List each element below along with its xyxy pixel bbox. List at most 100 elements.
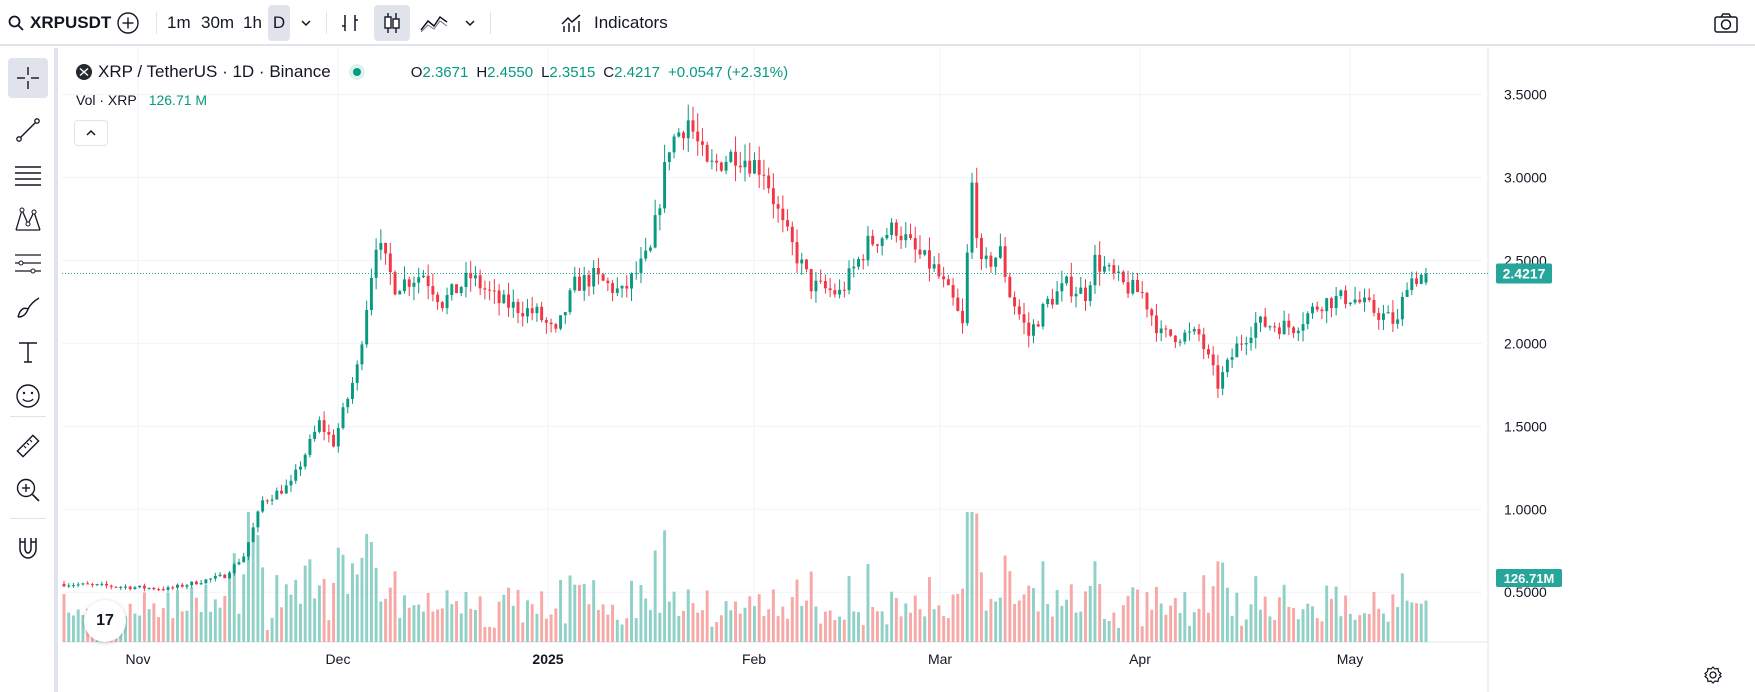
volume-bar [1164,614,1168,642]
brush-tool-button[interactable] [8,288,48,328]
volume-bar [847,575,851,642]
magnet-tool-button[interactable] [8,528,48,568]
candle-chart-type-button[interactable] [374,5,410,41]
time-tick-label: 2025 [532,651,563,667]
zoom-in-icon [16,478,40,502]
volume-bar [1254,576,1258,642]
chart-pane[interactable]: 3.5000 3.0000 2.5000 2.0000 1.5000 1.0000 0.50… [62,48,1755,692]
volume-bar [601,604,605,642]
candle-body [1240,343,1244,345]
volume-bar [923,616,927,642]
volume-bar [327,620,331,642]
brush-icon [17,297,40,318]
pattern-tool-button[interactable] [8,200,48,240]
candle-body [516,301,520,314]
indicators-label: Indicators [594,13,668,32]
chart-type-dropdown-button[interactable] [456,5,484,41]
close-label: C [603,63,615,81]
emoji-tool-button[interactable] [8,376,48,416]
volume-bar [1032,588,1035,642]
volume-bar [795,579,799,642]
zoom-tool-button[interactable] [8,470,48,510]
candle-body [412,282,416,287]
price-chart[interactable]: 3.50003.00002.50002.00001.50001.00000.50… [62,48,1755,692]
volume-bar [1273,620,1277,642]
candle-body [729,151,733,162]
candle-body [1093,254,1097,286]
volume-bar [1344,595,1348,642]
fib-tool-button[interactable] [8,156,48,196]
volume-bar [838,616,842,642]
compare-symbol-button[interactable] [110,5,146,41]
volume-bar [677,615,681,642]
text-tool-button[interactable] [8,332,48,372]
candle-body [388,253,392,273]
candle-body [1306,313,1310,325]
volume-bar [724,601,728,642]
volume-bar [1225,587,1229,642]
volume-bar [927,577,931,642]
candle-body [332,434,336,447]
candle-body [956,297,960,311]
candle-body [1329,298,1333,309]
candle-body [904,234,908,241]
interval-d[interactable]: D [268,5,290,41]
interval-30m[interactable]: 30m [201,13,235,32]
volume-bar [209,611,213,642]
volume-bar [918,609,922,642]
candle-body [1117,271,1121,274]
candle-body [459,287,463,294]
candle-body [667,152,671,162]
volume-bar [530,604,534,642]
volume-bar [1325,585,1329,642]
interval-dropdown-button[interactable] [292,5,320,41]
volume-bar [1282,584,1286,642]
collapse-legend-button[interactable] [74,120,108,146]
crosshair-tool-button[interactable] [8,58,48,98]
bar-chart-type-button[interactable] [332,5,368,41]
screenshot-button[interactable] [1708,5,1744,41]
high-value: 2.4550 [487,63,534,81]
indicators-button[interactable]: Indicators [560,5,668,41]
volume-bar [388,587,392,642]
candle-body [473,275,477,279]
horizontal-lines-icon [15,166,41,186]
last-volume-label: 126.71M [1504,571,1555,586]
volume-bar [369,542,373,642]
volume-bar [341,554,345,642]
volume-bar [1211,586,1215,642]
candle-body [450,284,454,296]
interval-1m[interactable]: 1m [167,13,191,32]
volume-bar [743,607,747,642]
time-tick-label: Apr [1129,651,1151,667]
volume-bar [951,594,955,642]
volume-bar [1306,603,1310,642]
volume-bar [875,611,879,642]
forecast-tool-button[interactable] [8,244,48,284]
volume-bar [317,585,321,642]
projection-icon [15,254,41,274]
area-chart-type-button[interactable] [416,5,452,41]
candle-body [563,312,567,316]
volume-bar [946,618,950,642]
candle-body [246,542,250,557]
symbol-search-button[interactable]: XRPUSDT [8,5,111,41]
time-tick-label: Mar [928,651,952,667]
axis-settings-button[interactable] [1702,664,1724,686]
volume-bar [294,579,298,642]
candle-body [95,584,99,586]
trend-line-tool-button[interactable] [8,110,48,150]
candle-body [100,583,104,585]
candle-body [1282,320,1286,335]
volume-bar [1334,586,1338,642]
volume-bar [611,604,615,642]
tradingview-logo[interactable]: 17 [84,600,126,642]
interval-1h[interactable]: 1h [243,13,262,32]
candle-body [838,289,842,295]
volume-bar [459,613,463,642]
bars-icon [342,15,358,31]
volume-bar [686,589,690,642]
candle-body [1367,297,1371,300]
measure-tool-button[interactable] [8,426,48,466]
volume-bar [1301,609,1305,642]
